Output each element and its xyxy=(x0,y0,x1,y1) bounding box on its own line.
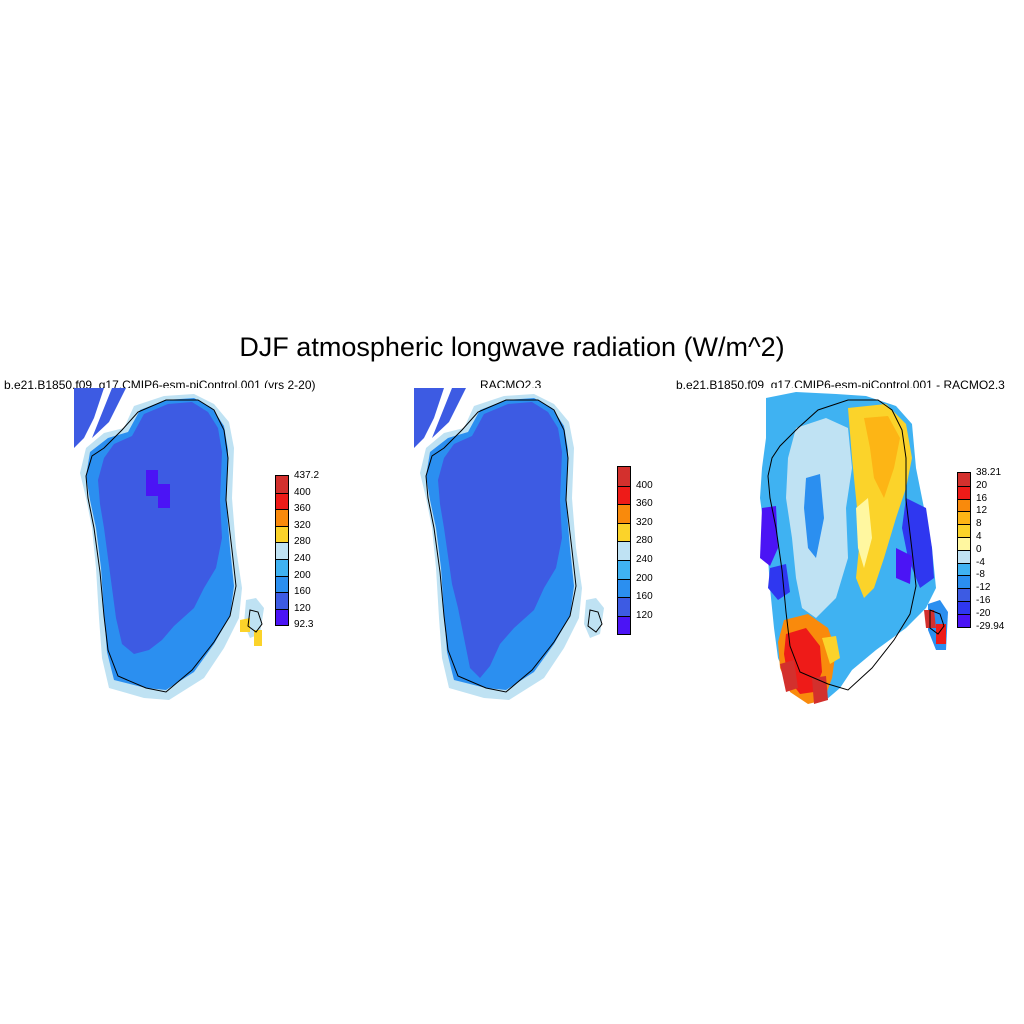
colorbar-label: 16 xyxy=(976,492,988,504)
colorbar-swatch xyxy=(618,485,630,505)
colorbar-label: -8 xyxy=(976,569,985,581)
colorbar-label: 92.3 xyxy=(294,619,314,631)
map-racmo-longwave xyxy=(414,388,614,708)
colorbar-swatch xyxy=(276,559,288,576)
colorbar-label: 240 xyxy=(636,554,653,565)
colorbar-swatch xyxy=(958,498,970,512)
colorbar-label: 120 xyxy=(294,602,311,614)
colorbar-label: 280 xyxy=(294,536,311,548)
colorbar-label: 20 xyxy=(976,479,988,491)
colorbar-swatch xyxy=(618,541,630,560)
colorbar-swatch xyxy=(618,615,630,635)
colorbar-swatch xyxy=(958,575,970,589)
colorbar-label: 8 xyxy=(976,518,982,530)
colorbar-swatch xyxy=(276,525,288,543)
colorbar-box xyxy=(957,472,971,628)
colorbar-swatch xyxy=(618,597,630,616)
colorbar-label: 120 xyxy=(636,609,653,621)
colorbar-label: 360 xyxy=(294,503,311,515)
colorbar-label: 400 xyxy=(636,479,653,491)
colorbar-swatch xyxy=(958,473,970,486)
colorbar-label: 200 xyxy=(636,572,653,584)
colorbar-label: 200 xyxy=(294,569,311,581)
colorbar-swatch xyxy=(958,588,970,601)
colorbar-swatch xyxy=(958,537,970,550)
colorbar-label: 4 xyxy=(976,531,982,542)
colorbar-swatch xyxy=(276,608,288,626)
colorbar-swatch xyxy=(618,504,630,523)
colorbar-swatch xyxy=(958,485,970,499)
colorbar-label: 12 xyxy=(976,505,988,517)
colorbar-label: 360 xyxy=(636,498,653,510)
colorbar-label: 320 xyxy=(294,519,311,531)
colorbar-label: -29.94 xyxy=(976,620,1005,632)
colorbar-model: 437.2 400 360 320 280 240 200 160 120 92.3 xyxy=(275,471,319,630)
map-model-longwave xyxy=(74,388,274,708)
colorbar-label: -16 xyxy=(976,595,991,606)
colorbar-swatch xyxy=(618,560,630,579)
colorbar-label: 400 xyxy=(294,486,311,498)
colorbar-label: 437.2 xyxy=(294,470,320,481)
colorbar-label: 0 xyxy=(976,543,982,555)
colorbar-swatch xyxy=(276,492,288,510)
colorbar-swatch xyxy=(276,542,288,559)
colorbar-swatch xyxy=(958,549,970,563)
colorbar-box xyxy=(617,466,631,636)
map-difference xyxy=(756,388,952,710)
colorbar-swatch xyxy=(276,476,288,493)
colorbar-label: 320 xyxy=(636,516,653,528)
colorbar-swatch xyxy=(958,601,970,614)
colorbar-swatch xyxy=(276,509,288,526)
colorbar-label: 240 xyxy=(294,553,311,564)
colorbar-label: 38.21 xyxy=(976,467,1002,478)
colorbar-label: 280 xyxy=(636,535,653,547)
colorbar-swatch xyxy=(958,562,970,576)
colorbar-swatch xyxy=(618,522,630,542)
colorbar-swatch xyxy=(958,511,970,525)
colorbar-swatch xyxy=(958,524,970,537)
colorbar-box xyxy=(275,475,289,627)
colorbar-racmo: 400 360 320 280 240 200 160 120 xyxy=(617,466,653,636)
colorbar-swatch xyxy=(618,467,630,486)
colorbar-label: -20 xyxy=(976,607,991,619)
colorbar-label: 160 xyxy=(636,591,653,603)
colorbar-swatch xyxy=(276,575,288,593)
figure-title: DJF atmospheric longwave radiation (W/m^… xyxy=(239,332,785,362)
colorbar-swatch xyxy=(276,592,288,609)
colorbar-label: -4 xyxy=(976,556,985,568)
colorbar-label: -12 xyxy=(976,582,991,594)
colorbar-swatch xyxy=(958,613,970,627)
colorbar-label: 160 xyxy=(294,586,311,598)
colorbar-swatch xyxy=(618,578,630,598)
colorbar-difference: 38.21 20 16 12 8 4 0 -4 -8 -12 -16 -20 -29.94 xyxy=(957,468,1004,631)
